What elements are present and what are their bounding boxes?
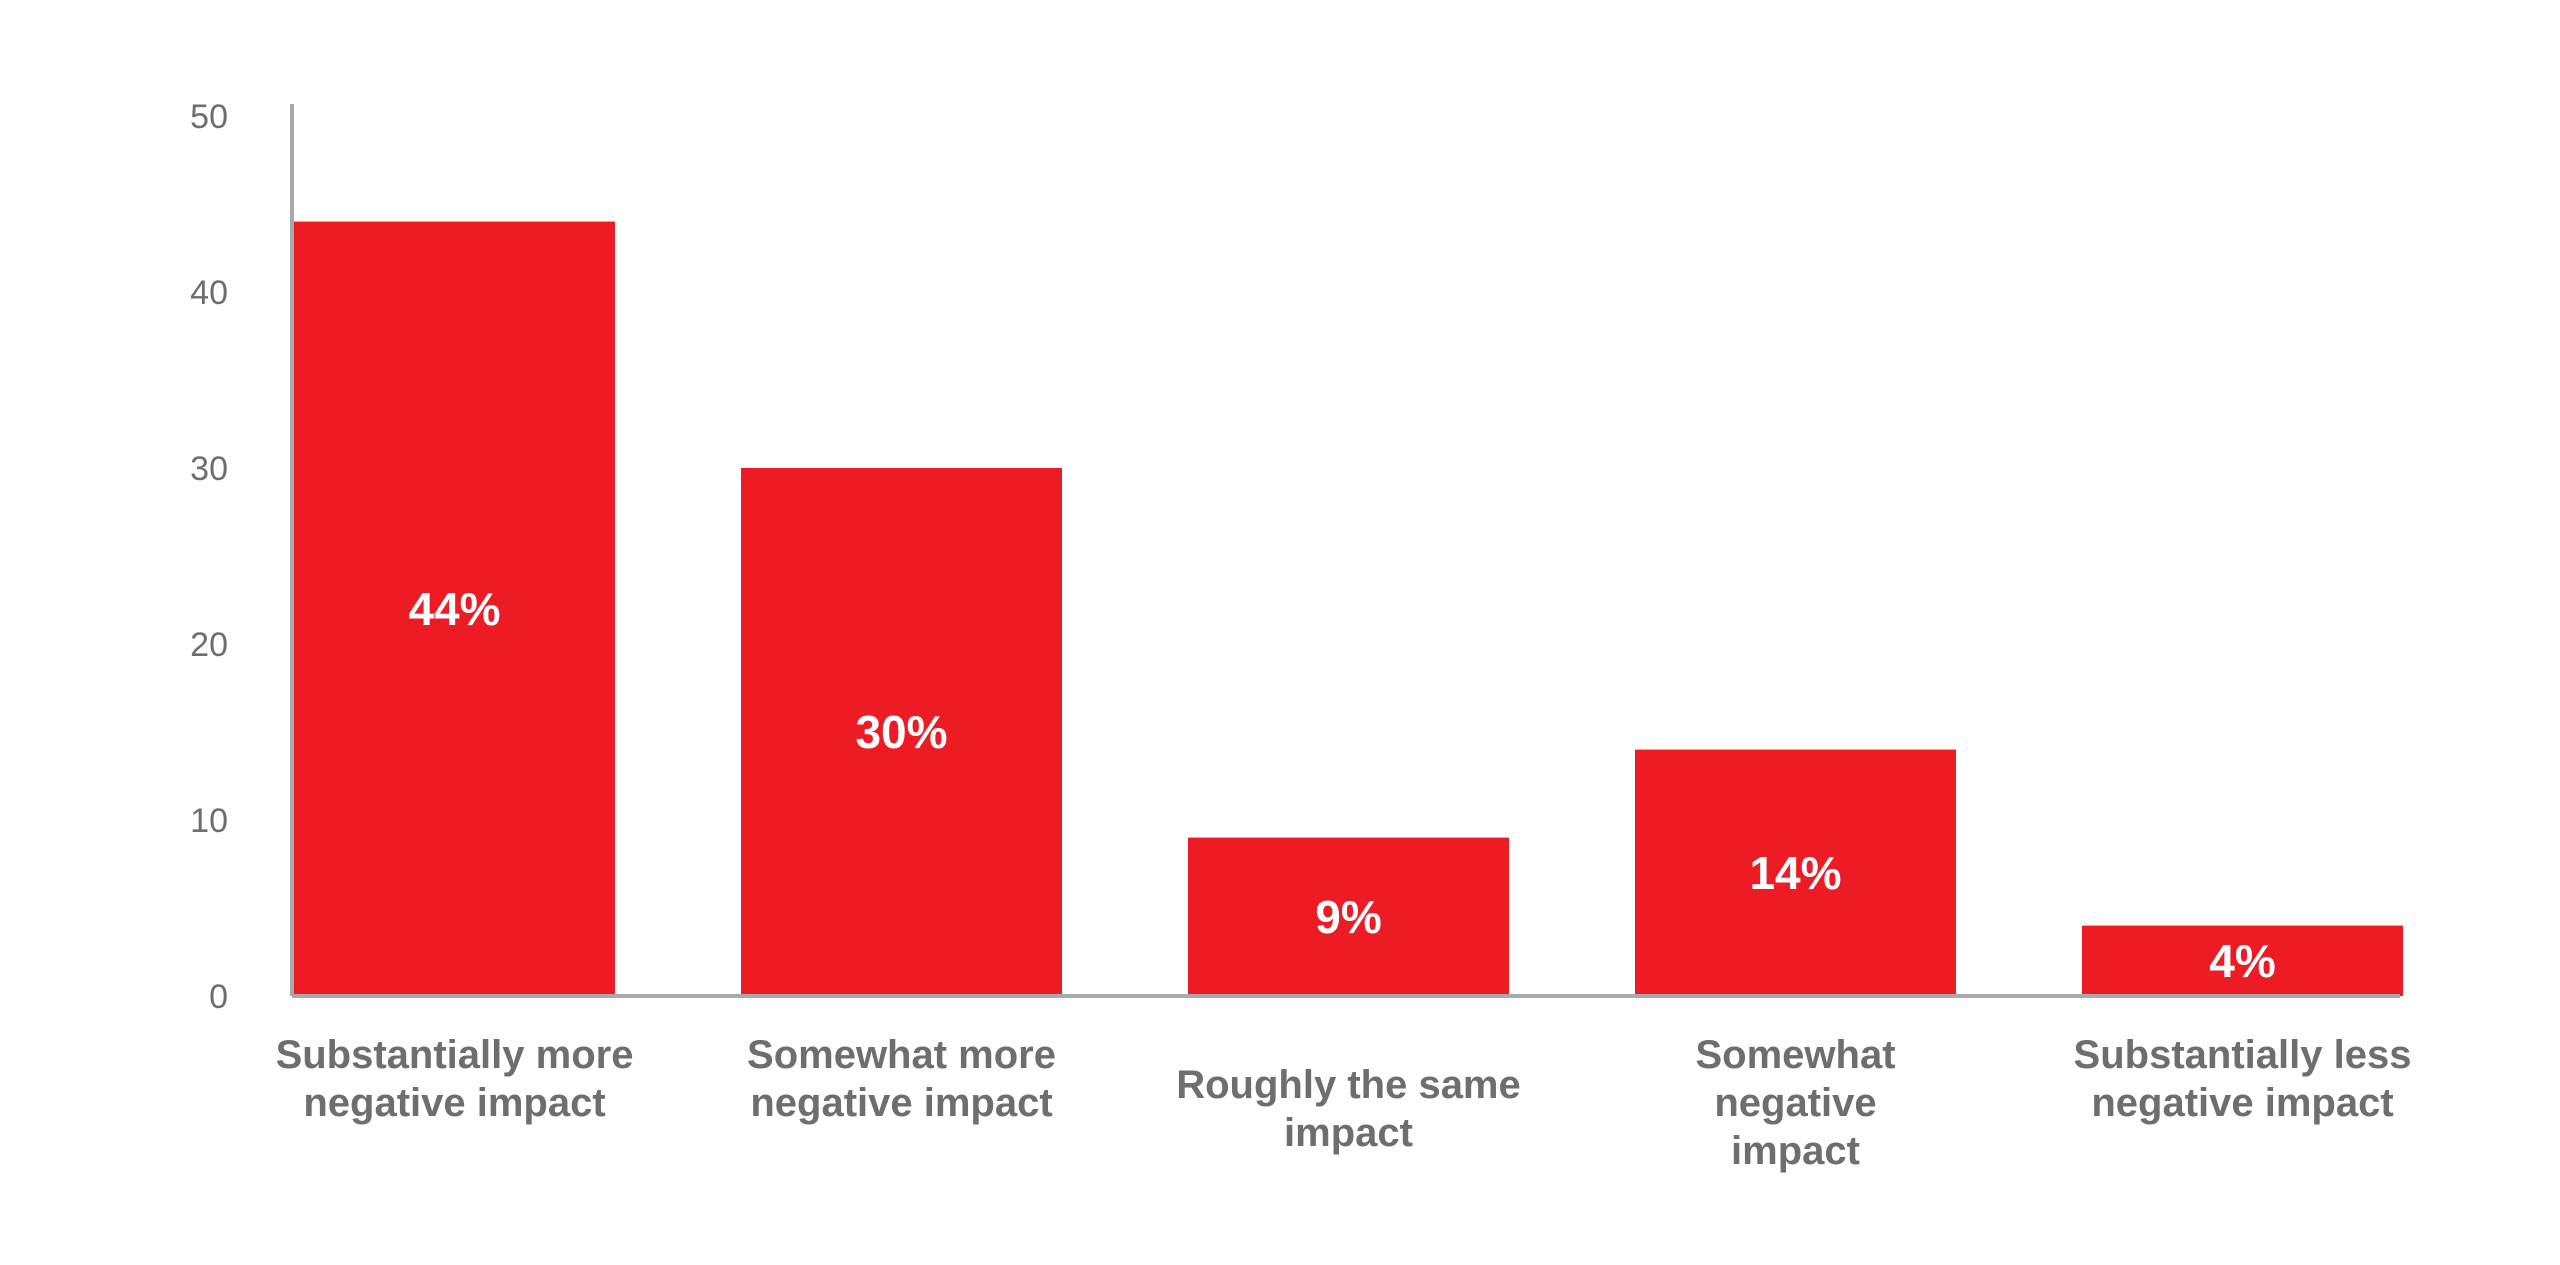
category-label: impact [1731, 1129, 1860, 1173]
category-label: Substantially less [2074, 1033, 2412, 1077]
bars [294, 221, 2403, 997]
y-tick-label: 40 [190, 274, 228, 312]
y-tick-label: 0 [209, 978, 228, 1016]
category-label: Somewhat more [747, 1033, 1056, 1077]
bar-value-labels: 44% 30% 9% 14% 4% [408, 583, 2275, 987]
category-label: negative impact [2091, 1081, 2393, 1125]
category-label: negative impact [303, 1081, 605, 1125]
category-label: Substantially more [276, 1033, 634, 1077]
category-label: impact [1284, 1111, 1413, 1155]
bar [1635, 749, 1956, 996]
y-tick-label: 20 [190, 626, 228, 664]
y-tick-label: 50 [190, 98, 228, 136]
bar [741, 468, 1062, 996]
bar [2082, 925, 2403, 996]
category-label: Somewhat [1695, 1033, 1895, 1077]
bar-value-label: 44% [408, 583, 500, 635]
category-label: Roughly the same [1176, 1063, 1521, 1107]
y-tick-label: 10 [190, 802, 228, 840]
bar-value-label: 14% [1749, 847, 1841, 899]
y-tick-label: 30 [190, 450, 228, 488]
category-label: negative [1714, 1081, 1876, 1125]
y-axis-ticks: 0 10 20 30 40 50 [190, 98, 228, 1016]
bar [294, 221, 615, 997]
bar-value-label: 9% [1315, 891, 1381, 943]
category-label: negative impact [750, 1081, 1052, 1125]
bar [1188, 837, 1509, 996]
bar-value-label: 4% [2209, 935, 2275, 987]
bar-value-label: 30% [855, 706, 947, 758]
